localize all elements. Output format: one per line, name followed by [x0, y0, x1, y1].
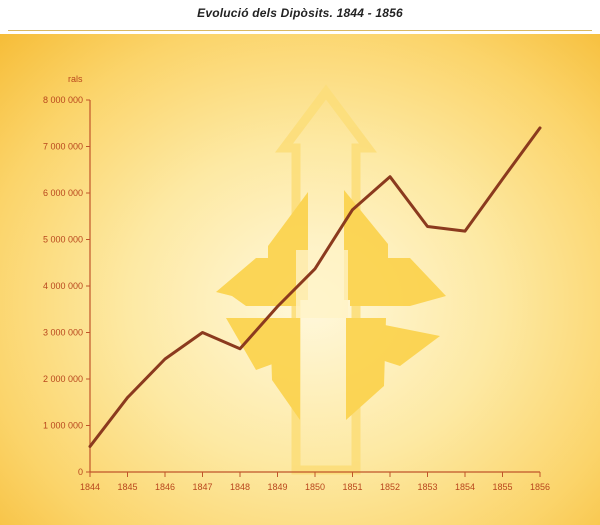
y-tick-label: 3 000 000: [43, 328, 83, 338]
emblem-graphic: [216, 84, 446, 475]
y-tick-label: 5 000 000: [43, 235, 83, 245]
chart-title: Evolució dels Dipòsits. 1844 - 1856: [197, 6, 403, 20]
y-tick-label: 8 000 000: [43, 95, 83, 105]
y-tick-label: 2 000 000: [43, 374, 83, 384]
y-ticks: 0 1 000 000 2 000 000 3 000 000 4 000 000 5 0…: [43, 95, 90, 477]
x-tick-label: 1846: [155, 482, 175, 492]
y-tick-label: 1 000 000: [43, 421, 83, 431]
x-tick-label: 1848: [230, 482, 250, 492]
y-tick-label: 7 000 000: [43, 142, 83, 152]
x-ticks: 1844 1845 1846 1847 1848 1849 1850 1851 1852 1853…: [80, 472, 550, 492]
y-tick-label: 6 000 000: [43, 188, 83, 198]
x-tick-label: 1855: [492, 482, 512, 492]
x-tick-label: 1847: [192, 482, 212, 492]
x-tick-label: 1854: [455, 482, 475, 492]
y-axis-label: rals: [68, 74, 83, 84]
x-tick-label: 1852: [380, 482, 400, 492]
y-tick-label: 4 000 000: [43, 281, 83, 291]
series-layer: [88, 126, 542, 448]
x-tick-label: 1850: [305, 482, 325, 492]
x-tick-label: 1856: [530, 482, 550, 492]
x-tick-label: 1849: [267, 482, 287, 492]
x-tick-label: 1851: [342, 482, 362, 492]
x-tick-label: 1853: [417, 482, 437, 492]
x-tick-label: 1844: [80, 482, 100, 492]
x-tick-label: 1845: [117, 482, 137, 492]
y-tick-label: 0: [78, 467, 83, 477]
title-rule: [8, 30, 592, 31]
